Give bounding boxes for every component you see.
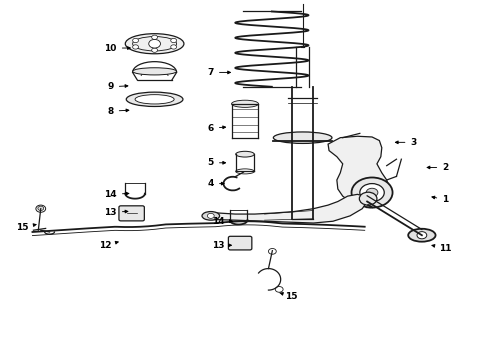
Text: 5: 5 xyxy=(208,158,225,167)
Ellipse shape xyxy=(232,100,258,107)
Circle shape xyxy=(360,184,384,202)
Circle shape xyxy=(359,192,377,205)
Circle shape xyxy=(417,231,427,239)
Circle shape xyxy=(366,188,378,197)
Circle shape xyxy=(171,45,176,49)
Circle shape xyxy=(351,177,392,208)
Circle shape xyxy=(275,287,283,292)
Circle shape xyxy=(149,40,160,48)
Ellipse shape xyxy=(125,34,184,54)
Text: 1: 1 xyxy=(432,195,448,204)
Circle shape xyxy=(152,48,158,52)
FancyBboxPatch shape xyxy=(119,206,145,221)
Text: 14: 14 xyxy=(212,217,232,226)
Ellipse shape xyxy=(135,95,174,104)
Polygon shape xyxy=(328,136,389,203)
Text: 9: 9 xyxy=(107,82,128,91)
Ellipse shape xyxy=(236,169,254,174)
Text: 11: 11 xyxy=(432,244,452,253)
Ellipse shape xyxy=(133,68,176,75)
FancyBboxPatch shape xyxy=(228,236,252,250)
Ellipse shape xyxy=(408,229,436,242)
Text: 14: 14 xyxy=(104,190,129,199)
Text: 7: 7 xyxy=(208,68,230,77)
Ellipse shape xyxy=(126,92,183,107)
Polygon shape xyxy=(211,194,367,223)
Text: 15: 15 xyxy=(280,292,297,301)
Ellipse shape xyxy=(236,151,254,157)
Circle shape xyxy=(171,39,176,42)
Circle shape xyxy=(133,45,139,49)
Ellipse shape xyxy=(273,132,332,143)
Circle shape xyxy=(152,35,158,40)
Circle shape xyxy=(36,205,46,212)
Text: 2: 2 xyxy=(427,163,448,172)
Circle shape xyxy=(207,213,214,219)
Ellipse shape xyxy=(202,212,220,220)
Circle shape xyxy=(38,206,44,211)
Text: 12: 12 xyxy=(99,241,118,250)
Text: 10: 10 xyxy=(104,44,130,53)
Text: 4: 4 xyxy=(208,179,224,188)
Text: 13: 13 xyxy=(104,208,128,217)
Text: 6: 6 xyxy=(208,123,225,132)
Circle shape xyxy=(269,248,276,254)
Text: 15: 15 xyxy=(17,223,36,232)
Circle shape xyxy=(133,39,139,42)
Text: 3: 3 xyxy=(395,138,416,147)
Text: 8: 8 xyxy=(107,107,129,116)
Text: 13: 13 xyxy=(212,241,231,250)
